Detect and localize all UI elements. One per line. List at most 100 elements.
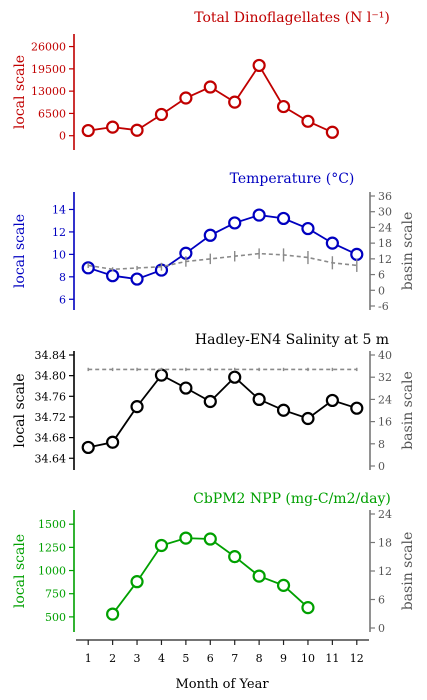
left-tick-label: 26000 — [31, 41, 66, 54]
left-tick-label: 10 — [52, 248, 66, 261]
left-tick-label: 34.76 — [35, 390, 67, 403]
basin-series-line — [88, 252, 357, 271]
data-point — [203, 80, 217, 94]
data-point — [130, 272, 144, 286]
data-point — [228, 95, 242, 109]
data-point — [228, 550, 242, 564]
right-tick-label: 12 — [378, 253, 392, 266]
left-axis-label: local scale — [12, 214, 28, 288]
x-tick-label: 9 — [280, 652, 287, 665]
right-tick-label: 24 — [378, 221, 392, 234]
data-point — [228, 370, 242, 384]
left-tick-label: 34.80 — [35, 370, 67, 383]
left-axis-label: local scale — [12, 55, 28, 129]
left-tick-label: 34.68 — [35, 432, 67, 445]
x-tick-label: 5 — [182, 652, 189, 665]
data-point — [81, 440, 95, 455]
data-point — [154, 107, 169, 122]
x-axis: 1 2 3 4 5 6 7 8 9 10 11 12 Month of Year — [76, 639, 369, 692]
data-point — [252, 58, 266, 73]
data-point — [179, 381, 193, 395]
x-tick-label: 3 — [134, 652, 141, 665]
left-tick-label: 34.84 — [35, 349, 67, 362]
left-tick-label: 1500 — [38, 518, 66, 531]
right-tick-label: 36 — [378, 190, 392, 203]
data-point — [325, 236, 339, 250]
data-point — [228, 216, 242, 230]
data-point — [130, 123, 144, 137]
right-tick-label: 24 — [378, 508, 392, 521]
right-tick-label: 6 — [378, 269, 385, 282]
left-tick-label: 1250 — [38, 541, 66, 554]
left-axis-label: local scale — [12, 373, 28, 447]
right-tick-label: 30 — [378, 206, 392, 219]
right-axis-label: basin scale — [400, 212, 416, 291]
data-point — [276, 99, 291, 114]
data-point — [350, 247, 364, 261]
data-point — [276, 578, 291, 592]
right-tick-label: 0 — [378, 460, 385, 473]
right-tick-label: 6 — [378, 594, 385, 607]
data-point — [276, 403, 291, 417]
right-tick-label: 24 — [378, 393, 392, 406]
local-series-line — [87, 214, 358, 281]
chart-panel-2: Temperature (°C) 6 8 10 12 14 local scale -6 0 6 1… — [12, 171, 416, 313]
left-tick-label: 34.72 — [35, 411, 67, 424]
right-tick-label: 18 — [378, 537, 392, 550]
x-tick-label: 8 — [256, 652, 263, 665]
x-axis-label: Month of Year — [175, 677, 269, 692]
data-point — [179, 91, 193, 105]
data-point — [301, 221, 315, 236]
data-point — [252, 392, 266, 406]
data-point — [301, 114, 315, 128]
local-series-line — [88, 373, 358, 449]
right-tick-label: -6 — [378, 300, 389, 313]
data-point — [276, 211, 291, 226]
data-point — [81, 123, 95, 138]
left-tick-label: 1000 — [38, 565, 66, 578]
left-tick-label: 12 — [52, 226, 66, 239]
x-tick-label: 10 — [301, 652, 315, 665]
chart-panels: Total Dinoflagellates (N l⁻¹) 0 6500 13000 1… — [12, 10, 416, 635]
left-tick-label: 0 — [59, 130, 66, 143]
left-tick-label: 750 — [45, 588, 66, 601]
right-tick-label: 40 — [378, 349, 392, 362]
x-tick-label: 12 — [350, 652, 364, 665]
chart-title: Total Dinoflagellates (N l⁻¹) — [194, 10, 390, 26]
data-point — [106, 435, 120, 449]
right-axis-label: basin scale — [400, 532, 416, 611]
left-tick-label: 8 — [59, 271, 66, 284]
data-point — [203, 394, 217, 409]
data-point — [301, 411, 315, 426]
data-point — [130, 575, 144, 589]
left-tick-label: 19500 — [31, 63, 66, 76]
data-point — [325, 125, 339, 139]
x-tick-label: 6 — [207, 652, 214, 665]
right-tick-label: 0 — [378, 622, 385, 635]
local-series-line — [111, 537, 309, 615]
left-tick-label: 6500 — [38, 107, 66, 120]
right-axis-label: basin scale — [400, 371, 416, 450]
local-series-line — [88, 63, 333, 134]
right-tick-label: 32 — [378, 371, 392, 384]
data-point — [106, 607, 120, 621]
right-tick-label: 18 — [378, 237, 392, 250]
right-tick-label: 16 — [378, 416, 392, 429]
left-tick-label: 34.64 — [35, 452, 67, 465]
data-point — [154, 538, 169, 553]
x-tick-label: 1 — [85, 652, 92, 665]
chart-title: CbPM2 NPP (mg-C/m2/day) — [193, 491, 391, 507]
chart-panel-4: CbPM2 NPP (mg-C/m2/day) 500 750 1000 1250 150… — [12, 491, 416, 635]
data-point — [106, 269, 120, 283]
data-point — [325, 393, 339, 408]
left-tick-label: 13000 — [31, 85, 66, 98]
right-tick-label: 0 — [378, 284, 385, 297]
x-tick-label: 7 — [231, 652, 238, 665]
data-point — [106, 120, 120, 134]
data-point — [203, 228, 217, 242]
data-point — [203, 532, 217, 546]
data-point — [252, 208, 266, 222]
data-point — [130, 400, 144, 414]
data-point — [301, 601, 315, 615]
